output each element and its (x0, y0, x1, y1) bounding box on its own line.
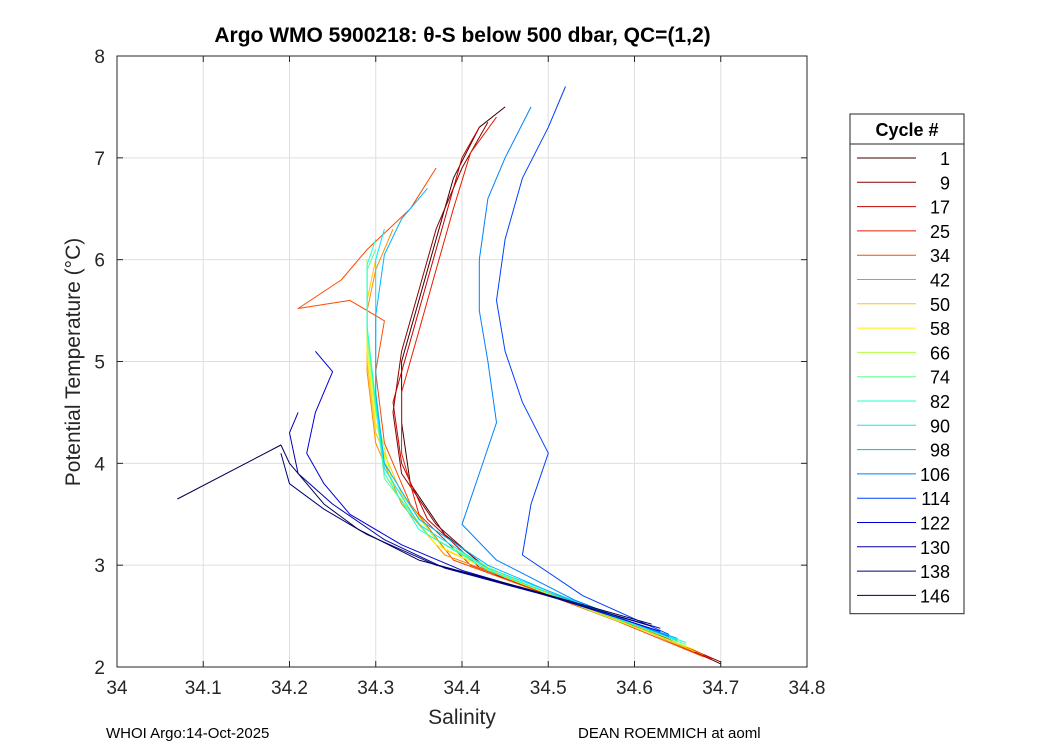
series-line-cycle-114 (496, 86, 670, 635)
x-tick-label: 34.4 (444, 678, 481, 699)
x-tick-label: 34.5 (530, 678, 567, 699)
y-tick-label: 2 (94, 658, 105, 679)
series-line-cycle-82 (366, 239, 687, 644)
legend-entry-label: 74 (930, 368, 950, 388)
series-line-cycle-130 (289, 412, 661, 629)
legend-entry-label: 9 (940, 173, 950, 193)
footer-source: WHOI Argo:14-Oct-2025 (106, 725, 270, 742)
ticks: 34 34.1 34.2 34.3 34.4 34.5 34.6 34.7 34.8234567… (94, 47, 825, 699)
x-tick-label: 34.2 (271, 678, 308, 699)
legend-entry-label: 106 (920, 465, 950, 485)
series-line-cycle-106 (461, 106, 670, 637)
legend-entry-label: 58 (930, 319, 950, 339)
series-group (177, 86, 722, 665)
legend-box (849, 113, 965, 615)
legend-entry-label: 138 (920, 562, 950, 582)
legend-entry-label: 17 (930, 198, 950, 218)
series-line-cycle-58 (366, 290, 696, 651)
y-tick-label: 8 (94, 47, 105, 68)
series-line-cycle-138 (280, 453, 652, 627)
series-line-cycle-34 (297, 167, 704, 658)
legend-entry-label: 1 (940, 149, 950, 169)
y-axis-label: Potential Temperature (°C) (62, 238, 85, 486)
legend-entry-label: 122 (920, 514, 950, 534)
y-tick-label: 4 (94, 454, 105, 475)
series-line-cycle-98 (375, 188, 678, 639)
series-line-cycle-9 (392, 121, 721, 663)
y-tick-label: 3 (94, 556, 105, 577)
grid (117, 56, 807, 667)
series-line-cycle-146 (177, 444, 652, 625)
x-tick-label: 34.7 (702, 678, 739, 699)
chart-title: Argo WMO 5900218: θ-S below 500 dbar, QC… (214, 24, 711, 47)
y-tick-label: 5 (94, 353, 105, 374)
legend-entry-label: 146 (920, 586, 950, 606)
legend-entry-label: 50 (930, 295, 950, 315)
legend-title: Cycle # (875, 120, 938, 140)
x-tick-label: 34.6 (616, 678, 653, 699)
x-tick-label: 34 (106, 678, 128, 699)
series-line-cycle-122 (306, 350, 661, 632)
x-tick-label: 34.3 (357, 678, 394, 699)
legend: Cycle #1 9 17 25 34 42 50 58 66 74 82 90 98 106 114 122… (849, 113, 965, 615)
legend-entry-label: 42 (930, 271, 950, 291)
series-line-cycle-1 (401, 106, 722, 665)
y-tick-label: 7 (94, 149, 105, 170)
footer-operator: DEAN ROEMMICH at aoml (578, 725, 761, 742)
series-line-cycle-90 (375, 228, 678, 641)
x-tick-label: 34.8 (789, 678, 826, 699)
legend-entry-label: 25 (930, 222, 950, 242)
y-tick-label: 6 (94, 251, 105, 272)
legend-entry-label: 114 (921, 489, 950, 509)
series-line-cycle-17 (392, 127, 713, 661)
legend-entry-label: 82 (930, 392, 950, 412)
legend-entry-label: 130 (920, 538, 950, 558)
legend-entry-label: 66 (930, 343, 950, 363)
legend-entry-label: 98 (930, 441, 950, 461)
legend-entry-label: 34 (930, 246, 950, 266)
x-axis-label: Salinity (428, 706, 496, 729)
x-tick-label: 34.1 (185, 678, 222, 699)
legend-entry-label: 90 (930, 416, 950, 436)
